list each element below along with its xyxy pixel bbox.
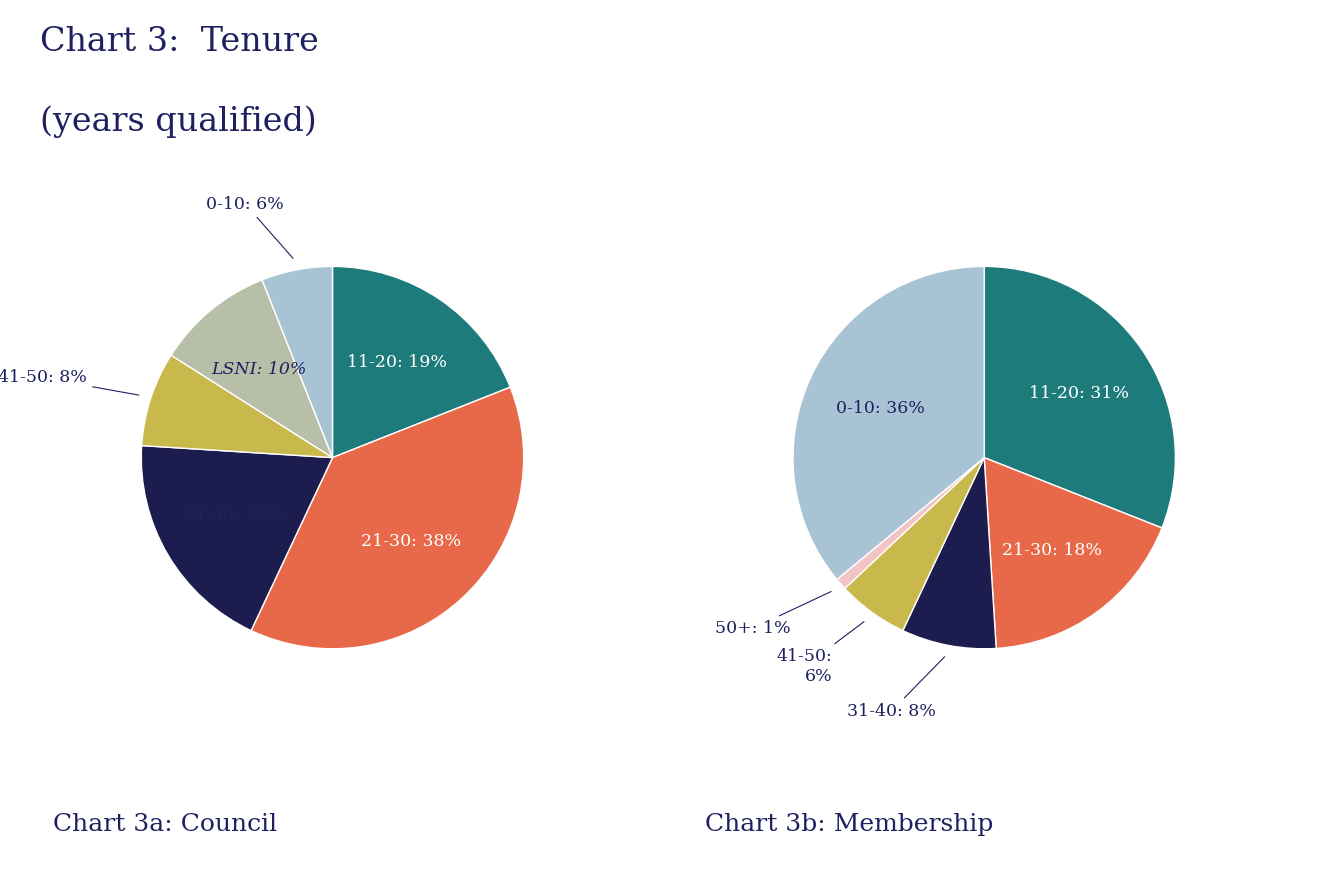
Wedge shape bbox=[262, 267, 332, 458]
Text: Chart 3b: Membership: Chart 3b: Membership bbox=[705, 813, 994, 836]
Wedge shape bbox=[984, 267, 1176, 528]
Wedge shape bbox=[984, 458, 1162, 649]
Text: Chart 3a: Council: Chart 3a: Council bbox=[53, 813, 278, 836]
Text: 0-10: 6%: 0-10: 6% bbox=[206, 195, 293, 259]
Wedge shape bbox=[332, 267, 511, 458]
Wedge shape bbox=[793, 267, 984, 579]
Wedge shape bbox=[903, 458, 996, 649]
Text: 41-50:
6%: 41-50: 6% bbox=[777, 621, 864, 685]
Text: Chart 3:  Tenure: Chart 3: Tenure bbox=[40, 26, 319, 58]
Text: 21-30: 38%: 21-30: 38% bbox=[360, 532, 462, 550]
Wedge shape bbox=[141, 445, 332, 631]
Text: LSNI: 10%: LSNI: 10% bbox=[211, 361, 307, 378]
Text: 50+: 1%: 50+: 1% bbox=[716, 591, 831, 637]
Wedge shape bbox=[837, 458, 984, 589]
Text: 31-40: 19%: 31-40: 19% bbox=[184, 508, 283, 524]
Wedge shape bbox=[845, 458, 984, 631]
Text: 11-20: 31%: 11-20: 31% bbox=[1029, 385, 1129, 401]
Wedge shape bbox=[142, 356, 332, 458]
Text: 11-20: 19%: 11-20: 19% bbox=[347, 355, 447, 371]
Text: 41-50: 8%: 41-50: 8% bbox=[0, 370, 138, 395]
Text: 21-30: 18%: 21-30: 18% bbox=[1001, 542, 1101, 559]
Text: 31-40: 8%: 31-40: 8% bbox=[847, 656, 944, 720]
Text: 0-10: 36%: 0-10: 36% bbox=[837, 400, 924, 417]
Wedge shape bbox=[172, 280, 332, 458]
Wedge shape bbox=[251, 387, 524, 649]
Text: (years qualified): (years qualified) bbox=[40, 106, 317, 138]
